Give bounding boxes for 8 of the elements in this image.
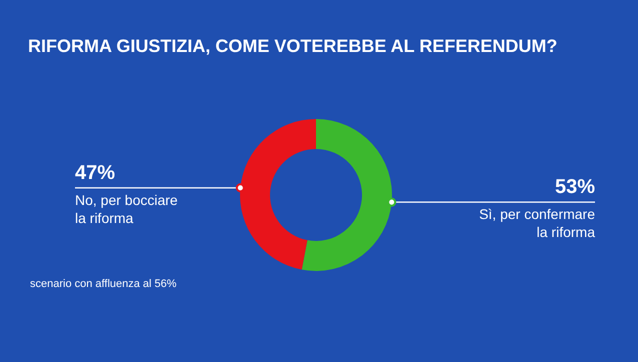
slice-label: No, per bocciare la riforma — [75, 192, 178, 226]
text: scenario con affluenza al 56% — [30, 278, 177, 290]
chart-title: RIFORMA GIUSTIZIA, COME VOTEREBBE AL REFERENDUM? — [28, 36, 558, 56]
data-label: 53% — [554, 176, 596, 198]
slice-label: Sì, per confermare la riforma — [479, 206, 596, 240]
donut-slice — [302, 119, 392, 271]
data-label: 47% — [75, 162, 116, 184]
donut-slice — [240, 119, 316, 270]
